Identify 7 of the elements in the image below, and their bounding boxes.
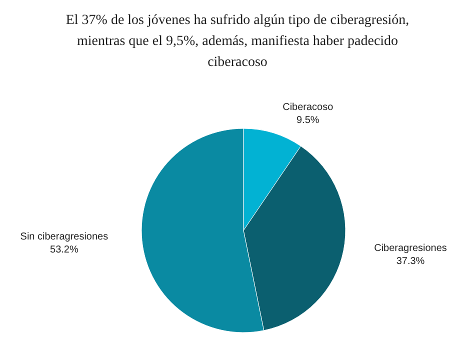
chart-title: El 37% de los jóvenes ha sufrido algún tipo de ciberagresión, mientras que el 9,5%, además, manifiesta haber padecido ciberacoso: [66, 13, 410, 70]
slice-label: Sin ciberagresiones: [20, 231, 108, 242]
data-label: 53.2%: [50, 244, 78, 256]
slice-label: Ciberagresiones: [374, 243, 447, 254]
data-label: 9.5%: [296, 115, 320, 126]
slice-label: Ciberacoso: [282, 102, 334, 114]
data-label: 37.3%: [396, 256, 425, 268]
